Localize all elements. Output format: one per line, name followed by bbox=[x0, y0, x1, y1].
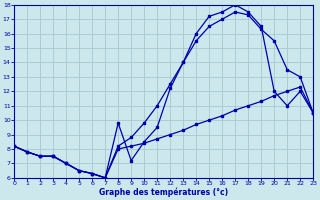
X-axis label: Graphe des températures (°c): Graphe des températures (°c) bbox=[99, 188, 228, 197]
